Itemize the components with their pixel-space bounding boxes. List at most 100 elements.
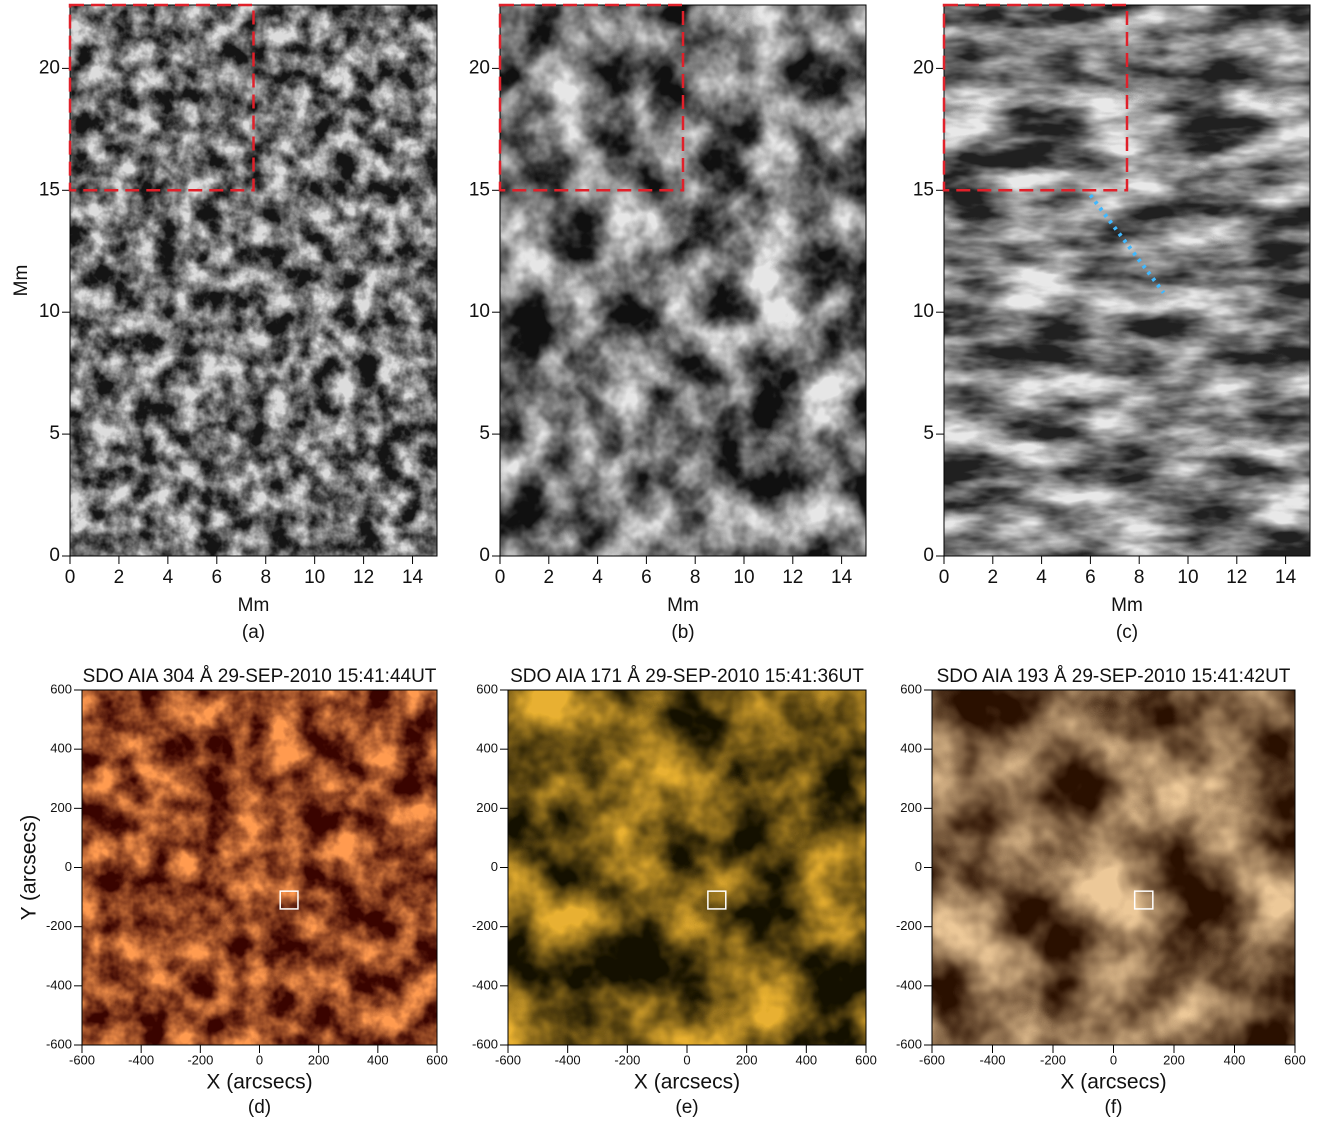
x-tick-label: 4 (163, 567, 174, 588)
x-axis-label: Mm (1111, 595, 1143, 616)
y-tick-label: 400 (50, 741, 72, 756)
y-tick-label: 200 (476, 800, 498, 815)
y-tick-label: 15 (913, 179, 934, 200)
y-tick-label: 200 (50, 800, 72, 815)
x-tick-label: 4 (1036, 567, 1047, 588)
x-tick-label: 0 (939, 567, 950, 588)
image-texture (70, 5, 437, 556)
x-tick-label: 200 (736, 1052, 758, 1067)
x-axis-label: Mm (238, 595, 270, 616)
x-tick-label: 600 (1284, 1052, 1306, 1067)
x-tick-label: 200 (308, 1052, 330, 1067)
y-tick-label: 15 (39, 179, 60, 200)
x-tick-label: 0 (1110, 1052, 1117, 1067)
caption: (b) (671, 622, 694, 643)
y-tick-label: -400 (472, 977, 498, 992)
y-tick-label: 5 (479, 423, 490, 444)
dashed-region (68, 3, 255, 192)
y-tick-label: 600 (900, 681, 922, 696)
x-tick-label: 400 (1224, 1052, 1246, 1067)
y-tick-label: 0 (49, 545, 60, 566)
x-tick-label: 6 (212, 567, 223, 588)
x-tick-label: 600 (855, 1052, 877, 1067)
caption: (a) (242, 622, 265, 643)
panel-title: SDO AIA 193 Å 29-SEP-2010 15:41:42UT (937, 666, 1291, 687)
x-tick-label: 200 (1163, 1052, 1185, 1067)
x-tick-label: 4 (592, 567, 603, 588)
y-tick-label: 0 (491, 859, 498, 874)
y-tick-label: -200 (896, 918, 922, 933)
x-tick-label: -200 (187, 1052, 213, 1067)
y-tick-label: 20 (469, 57, 490, 78)
y-tick-label: 20 (39, 57, 60, 78)
x-tick-label: 10 (1177, 567, 1198, 588)
y-tick-label: -400 (896, 977, 922, 992)
y-tick-label: -600 (46, 1036, 72, 1051)
dashed-region (942, 3, 1129, 192)
caption: (f) (1105, 1097, 1123, 1118)
x-tick-label: 400 (795, 1052, 817, 1067)
caption: (d) (248, 1097, 271, 1118)
x-tick-label: 0 (65, 567, 76, 588)
plot-frame (499, 4, 867, 557)
x-tick-label: 10 (304, 567, 325, 588)
caption: (e) (675, 1097, 698, 1118)
x-tick-label: 2 (114, 567, 125, 588)
x-tick-label: -400 (979, 1052, 1005, 1067)
x-tick-label: 0 (256, 1052, 263, 1067)
x-tick-label: 10 (733, 567, 754, 588)
plot-frame (69, 4, 438, 557)
y-tick-label: 600 (476, 681, 498, 696)
y-tick-label: 400 (476, 741, 498, 756)
image-texture (82, 690, 437, 1045)
image-texture (508, 690, 866, 1045)
x-tick-label: -400 (555, 1052, 581, 1067)
y-tick-label: 200 (900, 800, 922, 815)
y-tick-label: 0 (915, 859, 922, 874)
y-tick-label: 20 (913, 57, 934, 78)
y-tick-label: 0 (479, 545, 490, 566)
x-tick-label: -600 (919, 1052, 945, 1067)
y-tick-label: 10 (39, 301, 60, 322)
y-tick-label: 15 (469, 179, 490, 200)
x-tick-label: -600 (495, 1052, 521, 1067)
y-axis-label: Mm (11, 265, 32, 297)
x-tick-label: 0 (495, 567, 506, 588)
y-tick-label: 5 (49, 423, 60, 444)
y-axis-label: Y (arcsecs) (18, 815, 41, 921)
x-tick-label: -200 (614, 1052, 640, 1067)
y-tick-label: 600 (50, 681, 72, 696)
x-axis-label: X (arcsecs) (206, 1071, 312, 1094)
x-axis-label: X (arcsecs) (634, 1071, 740, 1094)
caption: (c) (1116, 622, 1138, 643)
x-tick-label: 0 (683, 1052, 690, 1067)
y-tick-label: -200 (46, 918, 72, 933)
x-axis-label: Mm (667, 595, 699, 616)
x-tick-label: 600 (426, 1052, 448, 1067)
x-tick-label: 12 (1226, 567, 1247, 588)
y-tick-label: -600 (472, 1036, 498, 1051)
x-tick-label: 400 (367, 1052, 389, 1067)
plot-frame (943, 4, 1311, 557)
x-tick-label: 14 (402, 567, 424, 588)
y-tick-label: -600 (896, 1036, 922, 1051)
x-tick-label: -400 (128, 1052, 154, 1067)
y-tick-label: -200 (472, 918, 498, 933)
y-tick-label: 400 (900, 741, 922, 756)
x-tick-label: 6 (1085, 567, 1096, 588)
panel-title: SDO AIA 171 Å 29-SEP-2010 15:41:36UT (510, 666, 864, 687)
x-tick-label: 2 (544, 567, 555, 588)
x-axis-label: X (arcsecs) (1060, 1071, 1166, 1094)
x-tick-label: 12 (782, 567, 803, 588)
x-tick-label: 14 (831, 567, 853, 588)
y-tick-label: 0 (65, 859, 72, 874)
x-tick-label: 8 (1134, 567, 1145, 588)
x-tick-label: -600 (69, 1052, 95, 1067)
x-tick-label: 12 (353, 567, 374, 588)
x-tick-label: 2 (988, 567, 999, 588)
x-tick-label: 8 (690, 567, 701, 588)
y-tick-label: 0 (923, 545, 934, 566)
y-tick-label: 5 (923, 423, 934, 444)
